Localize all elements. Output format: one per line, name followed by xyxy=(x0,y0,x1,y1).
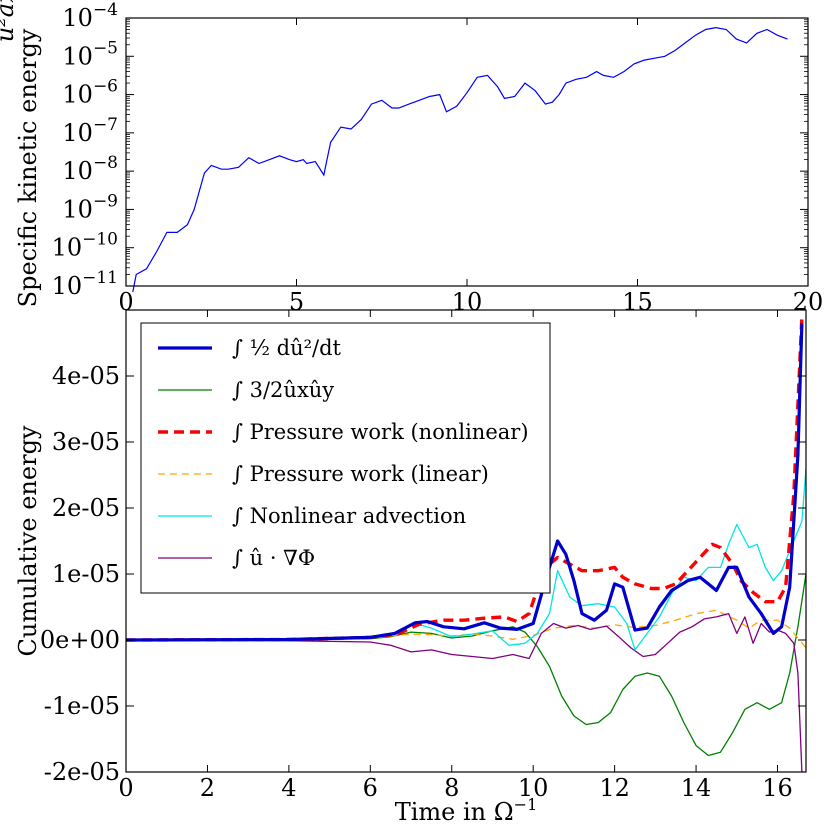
legend-entry-pressure-linear: ∫ Pressure work (linear) xyxy=(158,462,489,486)
legend-label: ∫ ½ dû²/dt xyxy=(232,336,342,360)
legend-entry-du2dt: ∫ ½ dû²/dt xyxy=(158,336,342,360)
bottom-y-tick-label: 2e-05 xyxy=(52,494,120,522)
bottom-x-tick-label: 14 xyxy=(681,774,712,802)
kinetic-energy-series-layer xyxy=(132,26,788,293)
top-y-tick-label: 10−9 xyxy=(62,191,118,223)
bottom-x-tick-label: 16 xyxy=(762,774,793,802)
legend-label: ∫ Pressure work (linear) xyxy=(232,462,489,486)
legend-entry-pressure-nonlinear: ∫ Pressure work (nonlinear) xyxy=(158,420,529,444)
top-x-tick-label: 0 xyxy=(118,288,133,316)
bottom-y-tick-label: 0e+00 xyxy=(40,626,120,654)
nonlinear-advection-line xyxy=(126,468,806,651)
cumulative-energy-chart: 0 2 4 6 8 10 12 14 16 -2e-05 -1e-05 0e+00 1e-05 2e-0… xyxy=(14,309,807,826)
bottom-axes-frame xyxy=(125,309,807,773)
legend-entry-shear: ∫ 3/2ûxûy xyxy=(158,378,334,402)
bottom-x-tick-label: 6 xyxy=(363,774,378,802)
top-x-ticks: 0 5 10 15 20 xyxy=(118,18,823,316)
bottom-x-tick-label: 10 xyxy=(518,774,549,802)
legend-entry-advection: ∫ Nonlinear advection xyxy=(158,504,466,528)
bottom-x-tick-label: 12 xyxy=(599,774,630,802)
kinetic-energy-line xyxy=(132,26,788,293)
bottom-y-tick-label: 3e-05 xyxy=(52,428,120,456)
bottom-x-ticks: 0 2 4 6 8 10 12 14 16 xyxy=(118,310,793,802)
bottom-y-tick-label: 4e-05 xyxy=(52,362,120,390)
legend-items: ∫ ½ dû²/dt ∫ 3/2ûxûy ∫ Pressure work (nonl… xyxy=(158,336,529,570)
legend-label: ∫ û · ∇Φ xyxy=(232,546,315,570)
bottom-y-tick-label: 1e-05 xyxy=(52,560,120,588)
legend: ∫ ½ dû²/dt ∫ 3/2ûxûy ∫ Pressure work (nonl… xyxy=(140,322,551,594)
x-axis-label-superscript: −1 xyxy=(514,795,538,814)
x-axis-label-main: Time in Ω xyxy=(395,798,514,826)
legend-entry-potential: ∫ û · ∇Φ xyxy=(158,546,315,570)
cumulative-series-layer xyxy=(126,316,806,772)
legend-label: ∫ Nonlinear advection xyxy=(232,504,466,528)
bottom-x-axis-label: Time in Ω−1 xyxy=(395,795,538,826)
legend-label: ∫ Pressure work (nonlinear) xyxy=(232,420,529,444)
top-y-tick-label: 10−8 xyxy=(62,153,118,185)
bottom-x-tick-label: 2 xyxy=(200,774,215,802)
potential-gradient-line xyxy=(126,612,803,772)
top-y-tick-label: 10−4 xyxy=(62,0,118,32)
bottom-x-tick-label: 4 xyxy=(281,774,296,802)
kinetic-energy-chart: 0 5 10 15 20 10−410−510−610−710−810−910−1010… xyxy=(0,0,823,316)
bottom-y-ticks: -2e-05 -1e-05 0e+00 1e-05 2e-05 3e-05 4e-05 xyxy=(40,362,806,786)
top-y-tick-label: 10−5 xyxy=(62,38,118,70)
shear-stress-line xyxy=(126,573,806,757)
top-y-ticks: 10−4 10−5 10−6 10−7 10−8 10−9 10−10 10−11 xyxy=(52,0,808,300)
top-y-tick-label: 10−6 xyxy=(62,77,118,109)
bottom-x-tick-label: 8 xyxy=(444,774,459,802)
bottom-x-tick-label: 0 xyxy=(118,774,133,802)
bottom-y-tick-label: -2e-05 xyxy=(44,758,120,786)
top-x-tick-label: 20 xyxy=(793,288,824,316)
top-y-axis-label: Specific kinetic energy xyxy=(14,28,42,307)
top-x-tick-label: 10 xyxy=(452,288,483,316)
bottom-y-tick-label: -1e-05 xyxy=(44,692,120,720)
du2dt-line xyxy=(126,323,804,642)
top-y-tick-label: 10−11 xyxy=(52,268,118,300)
top-x-tick-label: 15 xyxy=(622,288,653,316)
legend-label: ∫ 3/2ûxûy xyxy=(232,378,334,402)
top-x-tick-label: 5 xyxy=(289,288,304,316)
top-y-tick-label: 10−10 xyxy=(52,230,118,262)
legend-box xyxy=(140,322,551,594)
top-y-tick-label: 10−7 xyxy=(62,115,118,147)
bottom-y-axis-label: Cumulative energy xyxy=(14,425,42,656)
top-y-axis-math-label: û²axi xyxy=(0,0,19,42)
